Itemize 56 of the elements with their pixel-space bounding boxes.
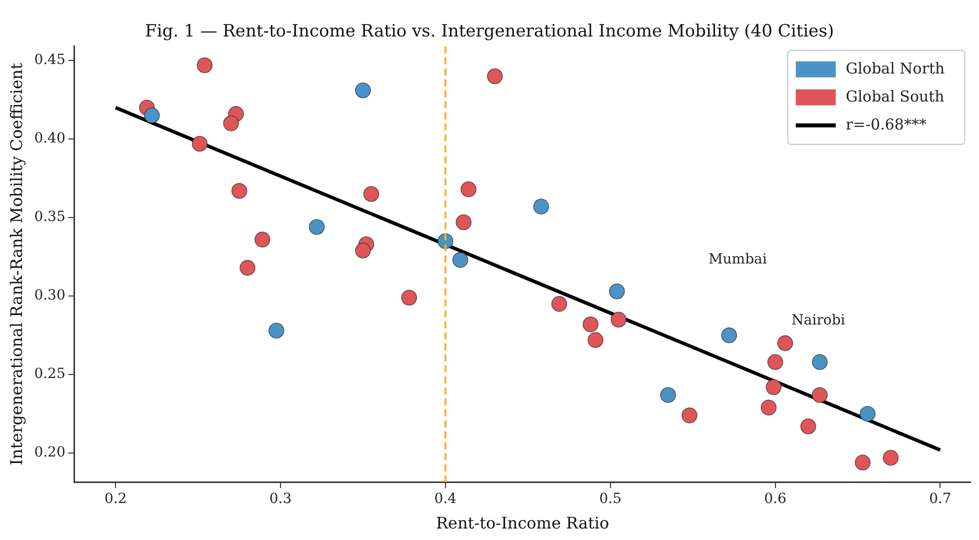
point [721,327,737,344]
y-tick-label: 0.25 [34,366,66,382]
point [800,418,816,434]
point [363,186,380,202]
legend-label: r=-0.68*** [846,115,927,134]
point [610,312,626,328]
point [582,316,598,332]
x-tick-label: 0.7 [929,491,952,508]
point [223,115,239,132]
point [231,182,248,199]
point [192,136,208,152]
y-tick-label: 0.40 [34,130,66,147]
point [812,387,828,403]
chart-title: Fig. 1 — Rent-to-Income Ratio vs. Intergenerational Income Mobility (40 Cities) [145,22,834,42]
x-tick-label: 0.4 [434,491,457,508]
annotation: Nairobi [792,312,846,328]
point [766,379,782,396]
point [682,408,698,424]
x-tick-label: 0.3 [269,491,292,508]
point [777,335,794,352]
point [355,242,371,258]
point [196,57,213,74]
x-tick-label: 0.5 [599,491,622,508]
point [456,214,472,230]
point [854,454,871,470]
point [767,354,784,370]
x-axis-title: Rent-to-Income Ratio [436,514,610,533]
y-tick-label: 0.20 [34,444,66,461]
point [401,290,418,306]
point [660,387,676,403]
y-tick-label: 0.30 [34,288,66,304]
point [588,332,604,348]
point [533,198,549,214]
y-tick-label: 0.45 [34,52,66,68]
legend-label: Global South [846,87,945,106]
point [760,400,777,416]
y-tick-label: 0.35 [34,209,66,226]
point [144,108,160,124]
point [240,260,256,276]
y-axis-title: Intergenerational Rank-Rank Mobility Coefficient [6,62,26,466]
x-tick-label: 0.2 [104,491,127,508]
point [355,82,371,98]
point [551,296,568,312]
annotation: Mumbai [708,251,768,268]
x-tick-label: 0.6 [764,491,786,508]
point [609,283,625,300]
point [487,68,503,84]
point [882,450,899,466]
point [452,252,468,268]
point [460,181,476,198]
point [860,406,876,422]
point [812,354,828,370]
point [254,232,270,248]
legend-label: Global North [846,59,946,78]
point [308,219,325,235]
point [268,322,284,339]
